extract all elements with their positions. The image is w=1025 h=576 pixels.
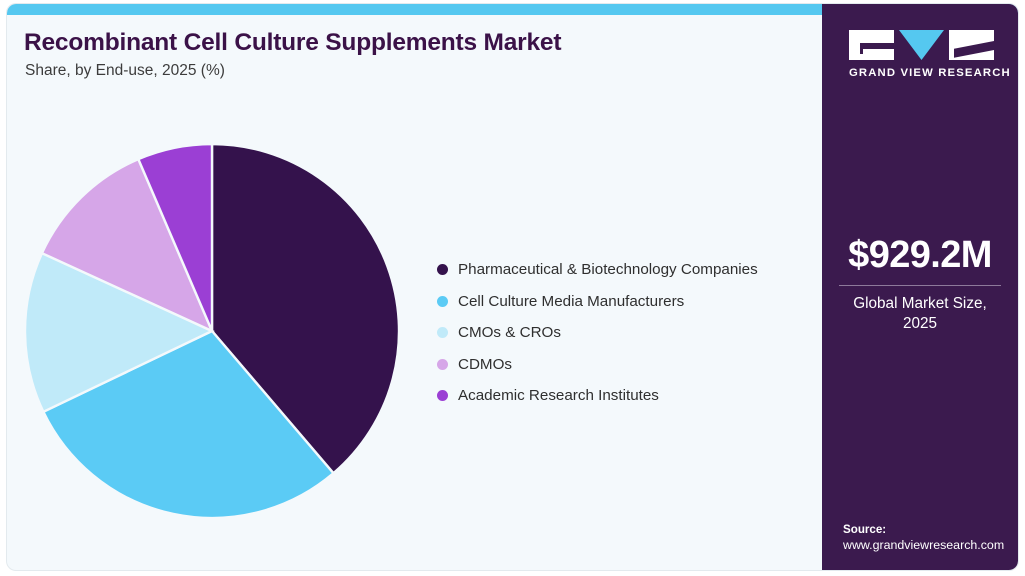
legend-color-swatch-icon — [437, 358, 448, 370]
source-label: Source: — [843, 523, 887, 536]
pie-slice — [40, 157, 215, 334]
market-size-caption: Global Market Size, 2025 — [853, 294, 987, 333]
legend-item-label: Cell Culture Media Manufacturers — [458, 292, 685, 310]
top-accent-bar — [7, 4, 1018, 15]
pie-chart-svg — [23, 142, 401, 520]
pie-slice — [23, 251, 215, 414]
legend-item-label: Academic Research Institutes — [458, 387, 659, 405]
source-block: Source: www.grandviewresearch.com — [843, 523, 1018, 552]
chart-subtitle: Share, by End-use, 2025 (%) — [25, 62, 225, 79]
logo-g-notch — [860, 43, 894, 49]
chart-legend: Pharmaceutical & Biotechnology Companies… — [437, 254, 827, 412]
legend-color-swatch-icon — [437, 327, 448, 339]
market-size-stat: $929.2M Global Market Size, 2025 — [822, 234, 1018, 334]
legend-item: Cell Culture Media Manufacturers — [437, 286, 827, 318]
logo-r-cut — [954, 41, 994, 58]
logo-wordmark: GRAND VIEW RESEARCH — [849, 67, 1011, 79]
legend-item: Academic Research Institutes — [437, 380, 827, 412]
legend-item: Pharmaceutical & Biotechnology Companies — [437, 254, 827, 286]
legend-color-swatch-icon — [437, 264, 448, 276]
market-size-value: $929.2M — [848, 234, 992, 276]
logo-letter-g-icon — [849, 30, 894, 60]
stat-divider — [839, 284, 1001, 286]
logo-letter-v-triangle-icon — [899, 30, 944, 60]
pie-slice — [136, 142, 214, 332]
pie-chart — [7, 4, 827, 570]
chart-card: Recombinant Cell Culture Supplements Mar… — [7, 4, 1018, 570]
legend-color-swatch-icon — [437, 295, 448, 307]
pie-slice — [210, 142, 401, 475]
logo-mark — [849, 30, 994, 60]
logo-g-stem — [860, 43, 863, 54]
legend-item-label: Pharmaceutical & Biotechnology Companies — [458, 261, 758, 279]
source-url: www.grandviewresearch.com — [843, 538, 1005, 552]
legend-color-swatch-icon — [437, 390, 448, 402]
side-panel: GRAND VIEW RESEARCH $929.2M Global Marke… — [822, 4, 1018, 570]
legend-item: CDMOs — [437, 349, 827, 381]
grand-view-research-logo: GRAND VIEW RESEARCH — [849, 30, 1011, 79]
legend-item-label: CDMOs — [458, 355, 512, 373]
legend-item-label: CMOs & CROs — [458, 324, 561, 342]
logo-letter-r-icon — [949, 30, 994, 60]
page-title: Recombinant Cell Culture Supplements Mar… — [24, 29, 562, 56]
legend-item: CMOs & CROs — [437, 317, 827, 349]
